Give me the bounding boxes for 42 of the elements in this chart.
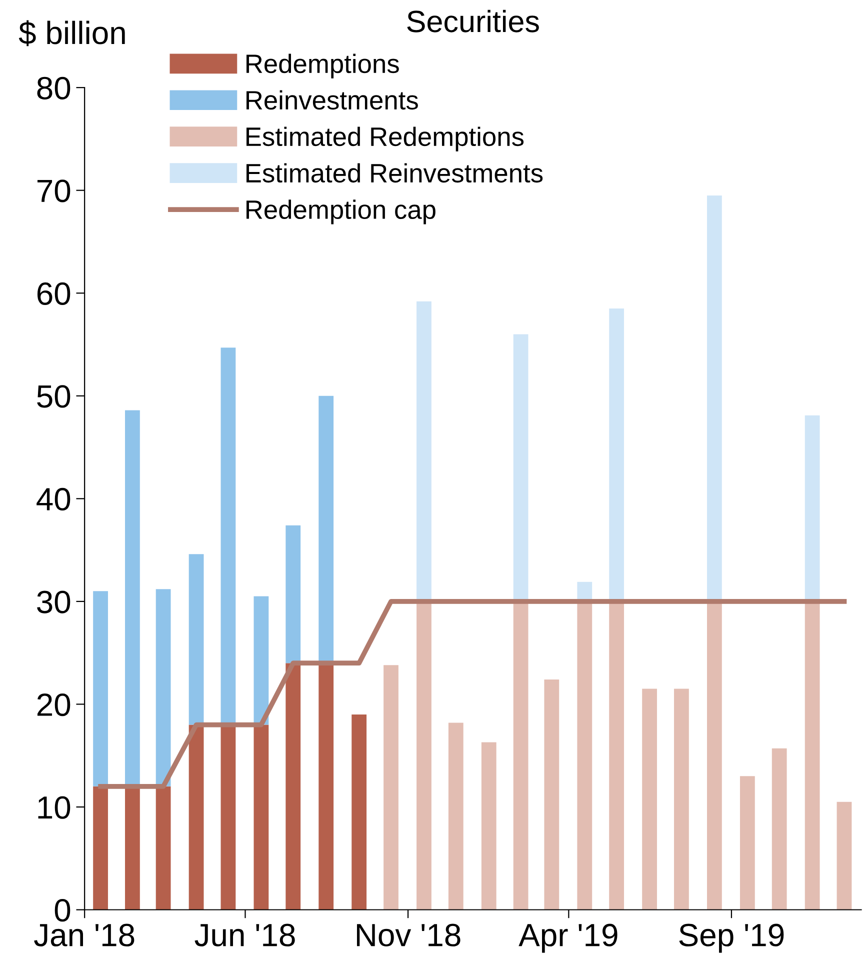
bar [544,680,560,910]
y-tick-label: 70 [37,180,70,202]
y-tick-label: 0 [54,899,70,922]
x-tick-label: Jun '18 [194,924,295,946]
legend-label: Redemptions [246,54,399,78]
bar [156,786,171,910]
y-tick-label: 60 [37,282,70,306]
bar [93,786,108,910]
bar [156,589,171,786]
bar [384,665,398,910]
bar [674,688,689,910]
y-tick-label: 40 [36,488,70,511]
bar [93,591,108,786]
y-tick-label: 50 [37,385,70,408]
bar [254,596,269,725]
bar [286,663,301,910]
line-series [98,599,847,789]
x-tick-label: Jan '18 [34,924,134,946]
bar [188,724,204,910]
y-tick-label: 10 [38,796,70,819]
y-tick-label: 80 [37,76,70,100]
bar [642,688,657,910]
bar [836,802,852,910]
bar [286,525,301,664]
bar [352,714,367,910]
bar [448,722,464,910]
x-tick-label: Sep '19 [679,924,784,953]
bar [481,742,496,910]
x-tick-label: Nov '18 [356,924,460,946]
legend-label: Redemption cap [246,200,436,224]
y-tick-label: 30 [37,590,70,614]
bar [188,554,204,725]
legend-label: Estimated Reinvestments [246,163,543,183]
legend-label: Reinvestments [246,90,418,110]
bar [254,724,269,910]
x-tick-label: Apr '19 [518,924,618,953]
y-tick-label: 20 [37,693,70,716]
chart-title: Securities [407,10,539,32]
legend-label: Estimated Redemptions [246,126,524,152]
bar [740,776,755,910]
bar [772,748,787,910]
y-axis-title: $ billion [18,20,125,46]
